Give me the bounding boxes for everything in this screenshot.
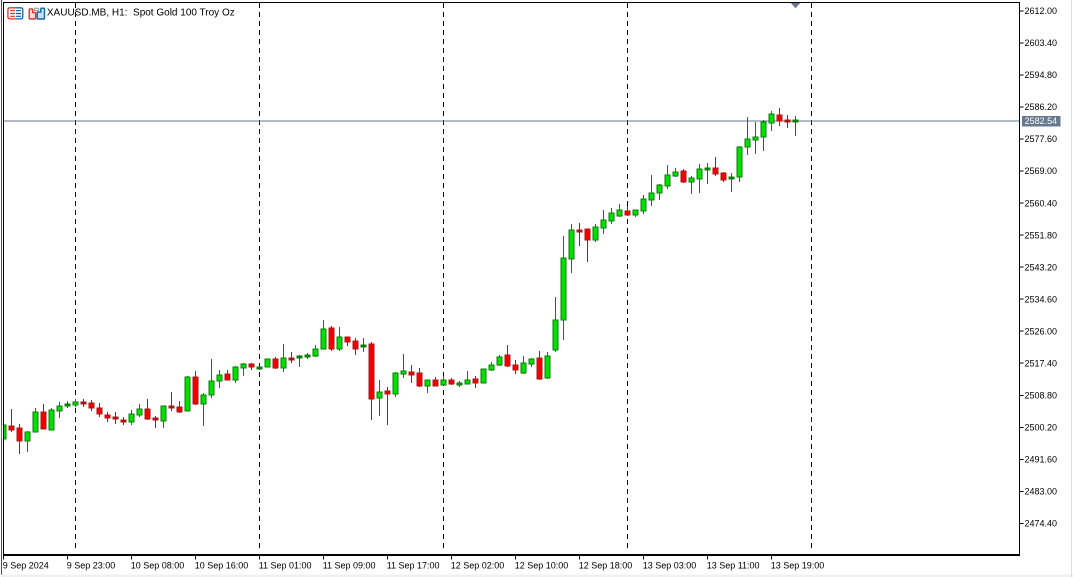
svg-text:2586.20: 2586.20: [1025, 102, 1058, 112]
svg-text:2474.40: 2474.40: [1025, 519, 1058, 529]
svg-text:2543.20: 2543.20: [1025, 262, 1058, 272]
svg-text:13 Sep 11:00: 13 Sep 11:00: [707, 561, 760, 571]
svg-text:2483.00: 2483.00: [1025, 487, 1058, 497]
svg-text:2551.80: 2551.80: [1025, 230, 1058, 240]
svg-text:2534.60: 2534.60: [1025, 294, 1058, 304]
svg-text:12 Sep 02:00: 12 Sep 02:00: [451, 561, 505, 571]
svg-text:11 Sep 01:00: 11 Sep 01:00: [259, 561, 312, 571]
svg-text:2526.00: 2526.00: [1025, 326, 1058, 336]
svg-text:10 Sep 08:00: 10 Sep 08:00: [131, 561, 185, 571]
svg-text:13 Sep 03:00: 13 Sep 03:00: [643, 561, 697, 571]
svg-text:11 Sep 17:00: 11 Sep 17:00: [387, 561, 440, 571]
svg-text:2577.60: 2577.60: [1025, 134, 1058, 144]
svg-text:10 Sep 16:00: 10 Sep 16:00: [195, 561, 249, 571]
svg-text:2594.80: 2594.80: [1025, 70, 1058, 80]
svg-text:12 Sep 18:00: 12 Sep 18:00: [579, 561, 633, 571]
svg-text:13 Sep 19:00: 13 Sep 19:00: [771, 561, 825, 571]
svg-text:2500.20: 2500.20: [1025, 423, 1058, 433]
svg-text:2569.00: 2569.00: [1025, 166, 1058, 176]
svg-text:2612.00: 2612.00: [1025, 6, 1058, 16]
svg-text:2603.40: 2603.40: [1025, 38, 1058, 48]
svg-text:2582.54: 2582.54: [1025, 116, 1058, 126]
svg-text:2560.40: 2560.40: [1025, 198, 1058, 208]
svg-text:11 Sep 09:00: 11 Sep 09:00: [323, 561, 376, 571]
svg-text:2508.80: 2508.80: [1025, 391, 1058, 401]
svg-text:2517.40: 2517.40: [1025, 358, 1058, 368]
svg-text:XAUUSD.MB, H1: Spot Gold 100: XAUUSD.MB, H1: Spot Gold 100 Troy Oz: [47, 7, 235, 18]
svg-text:9 Sep 2024: 9 Sep 2024: [3, 561, 49, 571]
svg-text:12 Sep 10:00: 12 Sep 10:00: [515, 561, 569, 571]
svg-text:2491.60: 2491.60: [1025, 455, 1058, 465]
svg-text:9 Sep 23:00: 9 Sep 23:00: [67, 561, 116, 571]
